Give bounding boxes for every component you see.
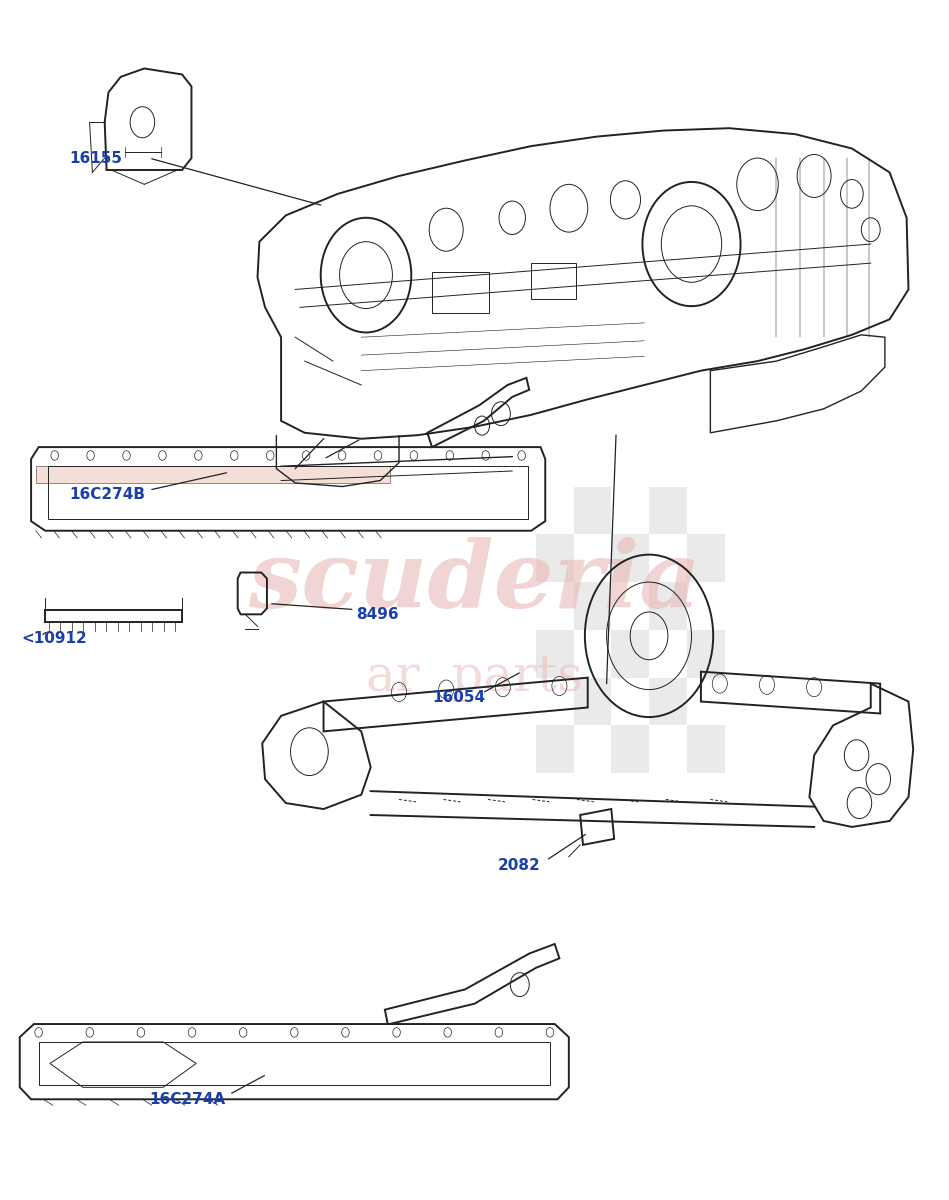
Text: 16C274B: 16C274B (69, 487, 145, 503)
Bar (649, 678, 687, 726)
Polygon shape (36, 467, 390, 482)
Bar (649, 486, 687, 534)
Text: 8496: 8496 (357, 607, 400, 622)
Bar (687, 630, 724, 678)
Bar (687, 726, 724, 773)
Bar (611, 534, 649, 582)
Text: ar  parts: ar parts (366, 653, 583, 702)
Bar (573, 678, 611, 726)
Bar (536, 630, 573, 678)
Bar (573, 486, 611, 534)
Text: <10912: <10912 (22, 631, 87, 646)
Bar (611, 726, 649, 773)
Text: scuderia: scuderia (249, 538, 700, 628)
Text: 16054: 16054 (432, 690, 485, 706)
Text: 2082: 2082 (498, 858, 541, 872)
Bar (649, 582, 687, 630)
Bar (687, 534, 724, 582)
Bar (536, 534, 573, 582)
Bar (531, 263, 576, 299)
Bar (432, 271, 489, 313)
Bar (611, 630, 649, 678)
Bar (536, 726, 573, 773)
Text: 16C274A: 16C274A (149, 1092, 225, 1106)
Text: 16155: 16155 (69, 150, 121, 166)
Bar (573, 582, 611, 630)
